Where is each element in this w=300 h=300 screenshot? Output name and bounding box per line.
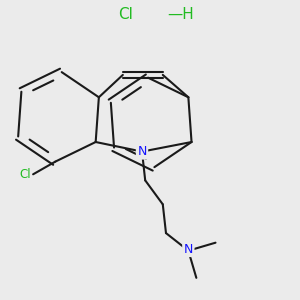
Text: N: N bbox=[184, 243, 193, 256]
Text: —H: —H bbox=[167, 7, 194, 22]
Text: Cl: Cl bbox=[118, 7, 133, 22]
Text: N: N bbox=[137, 145, 147, 158]
Text: Cl: Cl bbox=[19, 168, 31, 181]
